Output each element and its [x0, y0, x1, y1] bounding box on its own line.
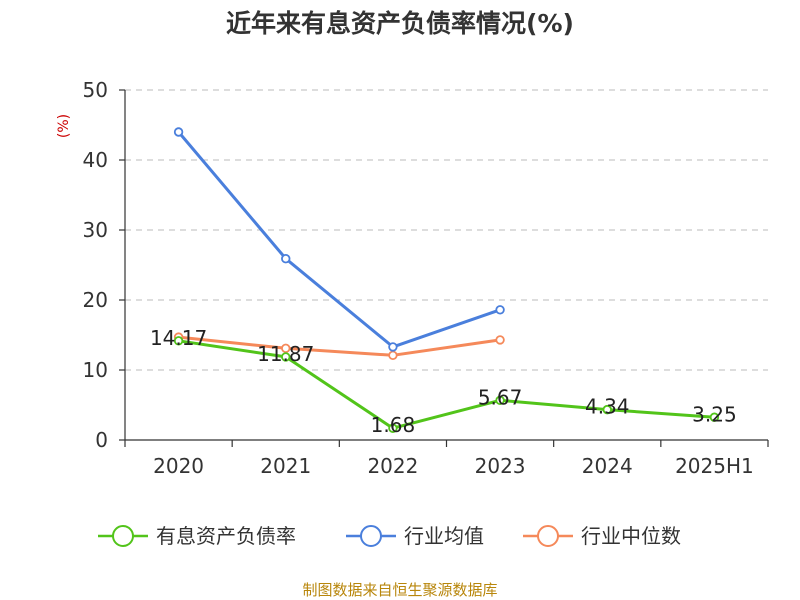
- x-tick-label: 2022: [367, 454, 418, 478]
- y-tick-label: 0: [95, 428, 108, 452]
- x-tick-label: 2020: [153, 454, 204, 478]
- legend-marker: [360, 525, 382, 547]
- legend-label: 行业均值: [404, 524, 484, 548]
- series-line: [177, 131, 501, 349]
- data-label: 14.17: [150, 326, 207, 350]
- data-point: [173, 127, 184, 137]
- series-line: [178, 339, 715, 430]
- data-label: 5.67: [478, 385, 523, 409]
- x-tick-label: 2023: [475, 454, 526, 478]
- legend-label: 有息资产负债率: [156, 524, 296, 548]
- data-point: [281, 254, 291, 264]
- data-point: [602, 404, 612, 415]
- data-point: [495, 335, 505, 345]
- data-point: [281, 343, 291, 353]
- y-axis-unit-label: (%): [56, 114, 72, 138]
- data-label: 3.25: [692, 402, 737, 426]
- x-tick-label: 2025H1: [675, 454, 754, 478]
- y-tick-label: 10: [83, 358, 108, 382]
- legend-label: 行业中位数: [581, 524, 681, 548]
- legend: 有息资产负债率 行业均值 行业中位数: [98, 524, 681, 548]
- data-point: [495, 395, 505, 406]
- series-layer: [173, 127, 720, 433]
- data-label: 4.34: [585, 395, 630, 419]
- data-label: 1.68: [371, 413, 416, 437]
- data-point: [388, 350, 398, 360]
- chart-title: 近年来有息资产负债率情况(%): [226, 9, 574, 38]
- data-labels: 14.17 11.87 1.68 5.67 4.34 3.25: [150, 326, 737, 437]
- data-label: 11.87: [257, 342, 314, 366]
- legend-marker: [112, 525, 134, 547]
- data-point: [281, 352, 291, 362]
- grid-lines: [125, 89, 768, 371]
- y-tick-label: 40: [83, 148, 108, 172]
- y-tick-label: 20: [83, 288, 108, 312]
- y-tick-label: 30: [83, 218, 108, 242]
- data-point: [495, 305, 505, 315]
- axes: 0 10 20 30 40 50 2020 2021 2022 2023 2024 2025H1: [83, 78, 769, 478]
- y-tick-label: 50: [83, 78, 108, 102]
- data-point: [388, 342, 398, 352]
- data-point: [388, 423, 398, 433]
- data-point: [709, 412, 720, 422]
- series-line: [178, 335, 501, 357]
- data-point: [173, 336, 184, 346]
- source-note: 制图数据来自恒生聚源数据库: [302, 581, 497, 599]
- legend-marker: [537, 525, 559, 547]
- x-tick-label: 2021: [260, 454, 311, 478]
- x-tick-label: 2024: [582, 454, 633, 478]
